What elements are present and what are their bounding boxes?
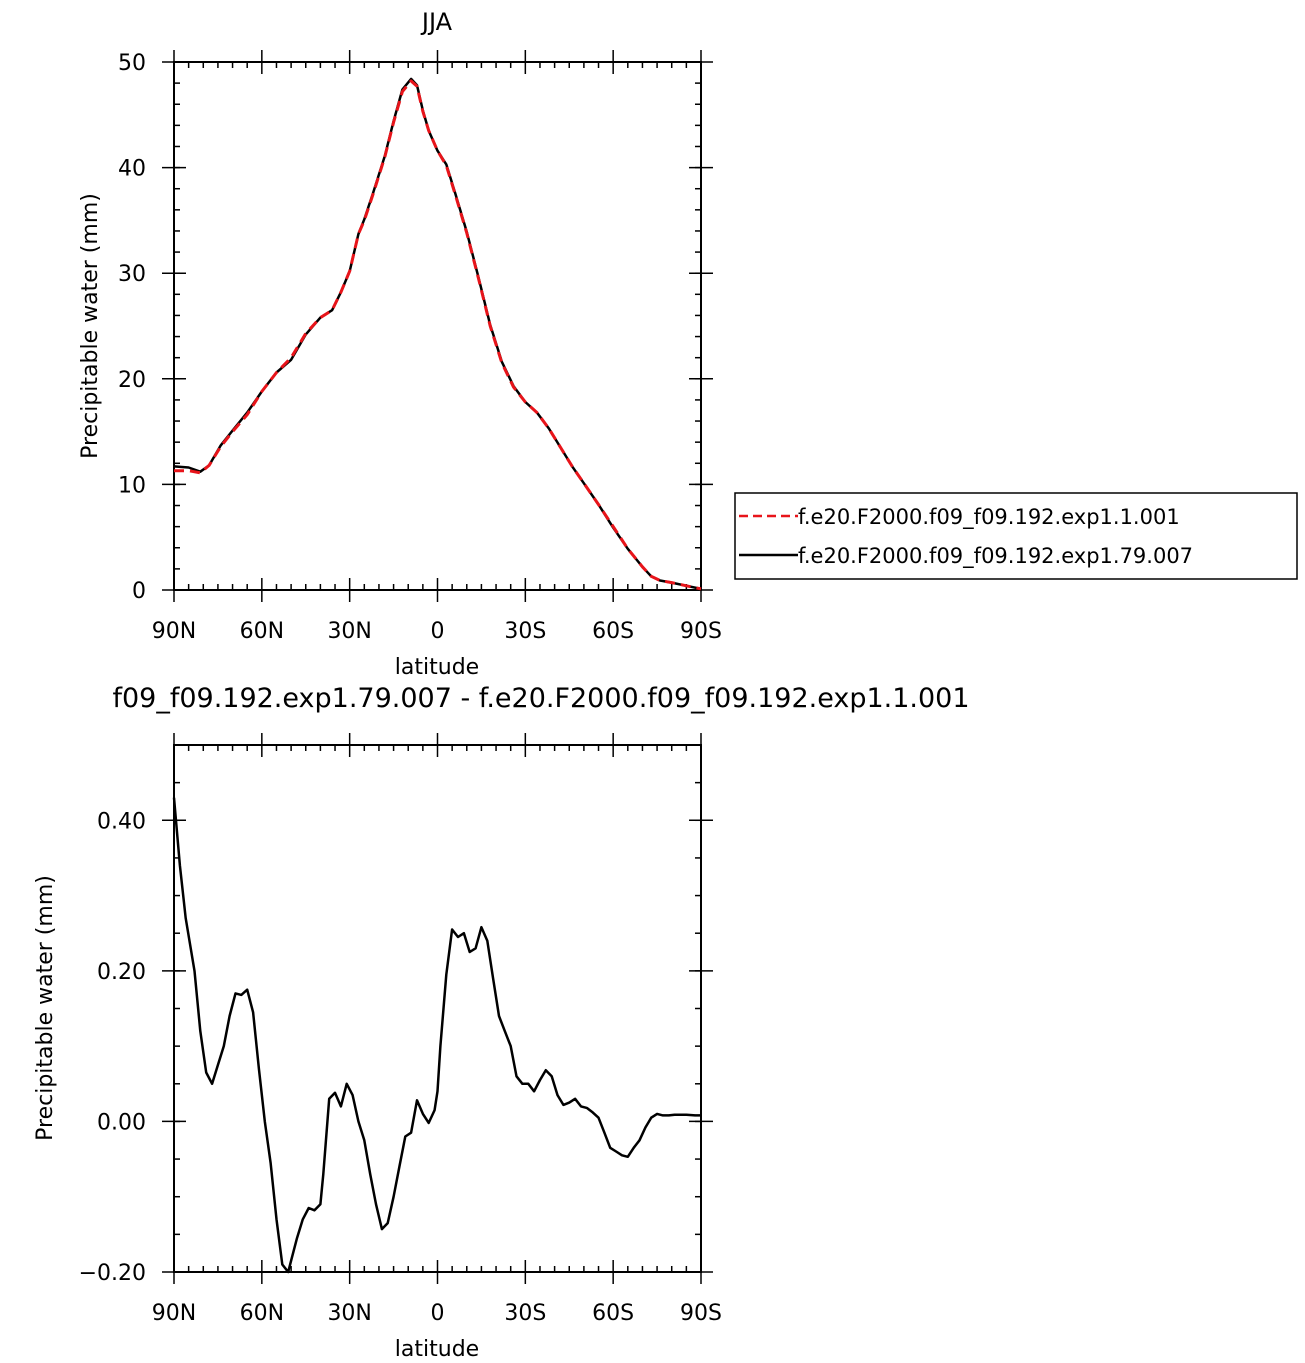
top-panel: JJA 0 10 20 30 40 50 90N 60N 30N 0 30S 60S 90S lati…: [78, 8, 1298, 680]
legend-label-1: f.e20.F2000.f09_f09.192.exp1.1.001: [798, 505, 1180, 530]
bottom-ticks: [162, 733, 713, 1284]
bottom-y-tick-label: 0.00: [97, 1110, 146, 1135]
bottom-x-tick-label: 30S: [504, 1301, 546, 1326]
bottom-plot-area: [162, 733, 713, 1284]
bottom-series-line-1: [172, 797, 701, 1274]
top-ticks: [162, 50, 713, 602]
top-y-tick-label: 30: [118, 262, 146, 287]
top-y-tick-label: 0: [132, 579, 146, 604]
bottom-x-tick-labels: 90N 60N 30N 0 30S 60S 90S: [152, 1301, 722, 1326]
top-series-group: [173, 77, 702, 591]
bottom-x-tick-label: 90N: [152, 1301, 196, 1326]
top-chart-title: JJA: [420, 8, 453, 36]
bottom-y-tick-label: 0.40: [97, 809, 146, 834]
bottom-y-axis-label: Precipitable water (mm): [33, 875, 58, 1141]
top-x-tick-label: 60S: [592, 619, 634, 644]
bottom-x-tick-label: 90S: [680, 1301, 722, 1326]
legend-label-2: f.e20.F2000.f09_f09.192.exp1.79.007: [798, 544, 1193, 569]
bottom-y-tick-labels: −0.20 0.00 0.20 0.40: [79, 809, 146, 1286]
top-x-axis-label: latitude: [395, 655, 479, 680]
top-plot-frame: [173, 61, 702, 591]
top-series-line-2: [173, 77, 702, 591]
legend-entry-2: f.e20.F2000.f09_f09.192.exp1.79.007: [739, 544, 1193, 569]
top-x-tick-label: 0: [431, 619, 445, 644]
top-y-tick-label: 40: [118, 157, 146, 182]
top-series-line-1: [174, 79, 702, 591]
top-y-tick-label: 50: [118, 51, 146, 76]
top-y-tick-label: 20: [118, 368, 146, 393]
bottom-chart-title: f09_f09.192.exp1.79.007 - f.e20.F2000.f0…: [112, 683, 969, 714]
bottom-x-tick-label: 0: [431, 1301, 445, 1326]
top-x-tick-labels: 90N 60N 30N 0 30S 60S 90S: [152, 619, 722, 644]
top-x-tick-label: 90N: [152, 619, 196, 644]
top-y-tick-label: 10: [118, 473, 146, 498]
top-x-tick-label: 30S: [504, 619, 546, 644]
top-x-tick-label: 90S: [680, 619, 722, 644]
bottom-x-axis-label: latitude: [395, 1337, 479, 1362]
legend-entry-1: f.e20.F2000.f09_f09.192.exp1.1.001: [739, 505, 1180, 530]
top-x-tick-label: 30N: [327, 619, 371, 644]
top-y-tick-labels: 0 10 20 30 40 50: [118, 51, 146, 604]
bottom-y-tick-label: −0.20: [79, 1261, 146, 1286]
bottom-x-tick-label: 60S: [592, 1301, 634, 1326]
top-legend: f.e20.F2000.f09_f09.192.exp1.1.001 f.e20…: [734, 492, 1298, 580]
top-x-tick-label: 60N: [240, 619, 284, 644]
bottom-x-tick-label: 30N: [327, 1301, 371, 1326]
legend-box: [734, 492, 1298, 580]
bottom-x-tick-label: 60N: [240, 1301, 284, 1326]
top-plot-area: [162, 50, 713, 602]
bottom-series-group: [172, 797, 701, 1274]
bottom-y-tick-label: 0.20: [97, 960, 146, 985]
top-y-axis-label: Precipitable water (mm): [78, 193, 103, 459]
bottom-panel: f09_f09.192.exp1.79.007 - f.e20.F2000.f0…: [33, 683, 970, 1362]
